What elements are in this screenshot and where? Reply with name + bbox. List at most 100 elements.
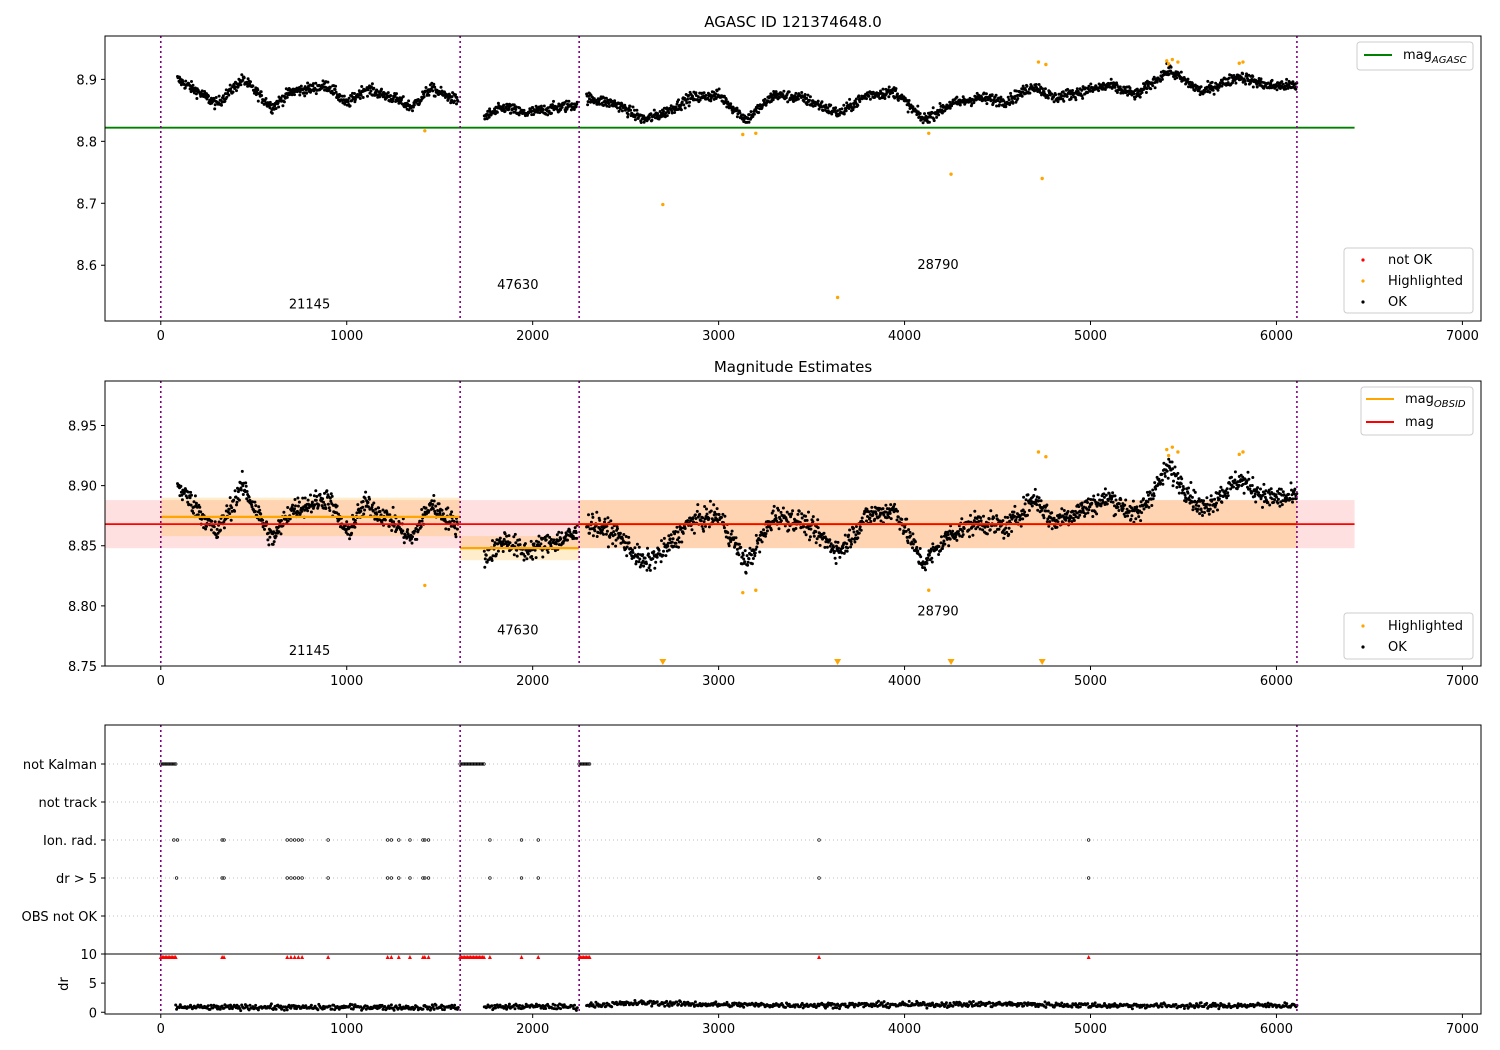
- panel2-ok-point: [591, 515, 595, 519]
- panel1-ok-point: [927, 120, 931, 124]
- panel1-ok-point: [1065, 95, 1069, 98]
- panel1-highlighted-point: [949, 172, 953, 176]
- panel1-ok-point: [1109, 77, 1113, 81]
- panel1-ok-point: [382, 95, 386, 99]
- panel2-ok-point: [812, 534, 816, 538]
- panel1-ok-point: [1243, 79, 1247, 83]
- panel2-ok-point: [707, 525, 711, 529]
- panel2-ok-point: [791, 509, 795, 513]
- dr-point: [350, 1003, 354, 1007]
- panel2-ok-point: [222, 526, 226, 530]
- panel2-ok-point: [869, 520, 873, 523]
- panel1-ok-point: [683, 106, 687, 110]
- panel2-ok-point: [1246, 470, 1250, 474]
- panel2-ok-point: [432, 499, 436, 503]
- panel2-ok-point: [1256, 486, 1260, 490]
- panel2-ok-point: [574, 531, 578, 535]
- panel2-ok-point: [1163, 474, 1167, 478]
- dr-point: [421, 1007, 425, 1011]
- panel2-ok-point: [383, 518, 387, 522]
- panel1-ok-point: [667, 111, 671, 115]
- panel2-ok-point: [1072, 519, 1076, 522]
- panel2-ok-point: [350, 531, 354, 535]
- panel2-ok-point: [1293, 487, 1297, 491]
- panel2-ok-point: [1091, 515, 1095, 518]
- panel2-ok-point: [552, 538, 556, 542]
- panel1-ok-point: [191, 83, 195, 87]
- panel2-ok-point: [635, 542, 639, 546]
- panel1-ok-point: [813, 104, 817, 108]
- panel2-ok-point: [737, 542, 741, 546]
- panel1-ok-point: [241, 78, 245, 82]
- panel1-ok-point: [290, 93, 294, 97]
- panel2-ok-point: [618, 531, 622, 535]
- panel2-ok-point: [648, 568, 652, 572]
- panel2-ok-point: [908, 530, 912, 534]
- panel2-ok-point: [764, 532, 768, 536]
- panel2-ok-point: [887, 507, 891, 511]
- panel1-ok-point: [948, 106, 952, 110]
- panel1-ok-point: [347, 96, 351, 100]
- panel2-ok-point: [1121, 507, 1125, 510]
- panel2-ok-point: [306, 498, 310, 502]
- panel2-ok-point: [888, 511, 892, 515]
- panel2-ok-point: [209, 528, 213, 532]
- panel1-ok-point: [213, 107, 217, 111]
- panel2-ok-point: [604, 532, 608, 536]
- panel1-ok-point: [1128, 86, 1132, 90]
- panel2-ok-point: [691, 516, 695, 520]
- panel1-ok-point: [369, 89, 373, 93]
- panel1-ok-point: [439, 85, 443, 89]
- panel2-ok-point: [1166, 476, 1170, 480]
- panel1-ok-point: [259, 90, 263, 94]
- panel1-ok-point: [948, 100, 952, 104]
- panel1-ok-point: [824, 103, 828, 107]
- panel2-ok-point: [1205, 496, 1209, 500]
- panel1-highlighted-point: [1241, 60, 1245, 64]
- panel2-ok-point: [979, 516, 983, 520]
- panel2-ok-point: [1129, 517, 1133, 521]
- panel2-ok-point: [180, 498, 184, 502]
- panel2-ok-point: [593, 529, 597, 533]
- panel2-ok-point: [1096, 493, 1100, 497]
- panel2-ok-point: [814, 530, 818, 534]
- panel2-ok-point: [491, 539, 494, 543]
- panel1-xtick-label: 3000: [702, 329, 735, 344]
- panel1-ok-point: [635, 112, 639, 116]
- panel2-ok-point: [627, 541, 631, 545]
- panel2-ok-point: [988, 528, 992, 532]
- panel2-ok-point: [1046, 509, 1050, 513]
- panel2-ok-point: [814, 541, 818, 545]
- panel2-ok-point: [1225, 487, 1229, 491]
- panel2-ok-point: [765, 529, 769, 533]
- panel2-ok-point: [708, 499, 712, 503]
- panel1-ok-point: [220, 103, 223, 107]
- panel2-ok-point: [771, 509, 775, 513]
- panel1-ok-point: [1020, 94, 1024, 98]
- panel1-ok-point: [560, 105, 564, 109]
- panel1-ok-point: [431, 89, 435, 93]
- panel1-ok-point: [738, 111, 742, 115]
- panel1-ok-point: [557, 102, 561, 106]
- panel2-ok-point: [651, 557, 655, 561]
- panel2-ok-point: [554, 542, 558, 546]
- panel2-ok-point: [566, 538, 569, 542]
- panel2-ok-point: [541, 555, 545, 559]
- panel1-highlighted-point: [1165, 59, 1169, 63]
- panel2-ok-point: [760, 540, 764, 544]
- flag-point: [285, 838, 289, 842]
- panel2-ok-point: [1259, 487, 1262, 491]
- panel2-ok-point: [1039, 499, 1043, 503]
- flag-label: dr > 5: [56, 872, 97, 887]
- panel1-ok-point: [534, 110, 538, 114]
- panel1-ok-point: [564, 110, 568, 114]
- panel1-highlighted-point: [1166, 62, 1171, 66]
- panel2-ok-point: [306, 509, 310, 513]
- panel2-ok-point: [873, 517, 877, 521]
- panel1-ok-point: [343, 102, 347, 106]
- panel2-ok-point: [257, 505, 261, 509]
- panel2-ok-point: [590, 512, 594, 516]
- panel2-ok-point: [741, 553, 745, 557]
- panel2-ok-point: [777, 527, 781, 531]
